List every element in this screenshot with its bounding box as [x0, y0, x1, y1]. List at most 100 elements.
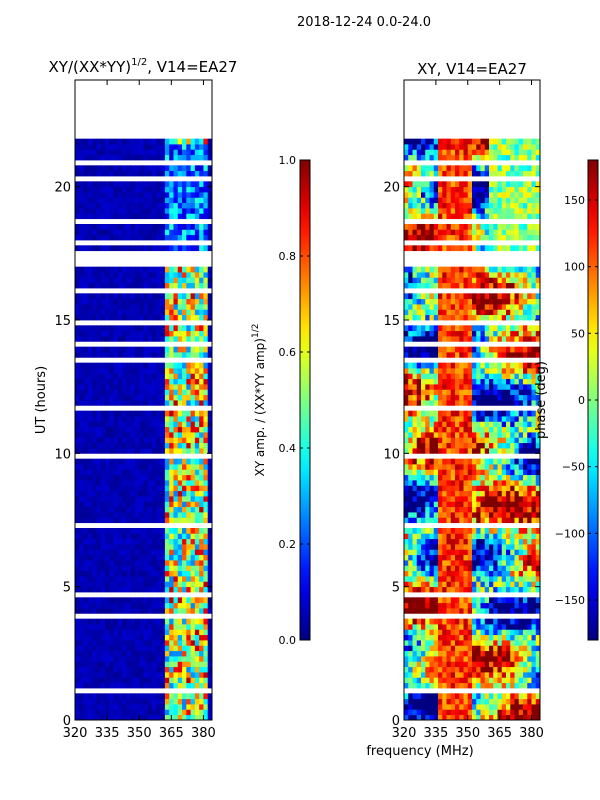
heatmap-cell [147, 693, 153, 700]
heatmap-cell [438, 698, 443, 705]
heatmap-cell [164, 629, 170, 636]
heatmap-cell [463, 362, 469, 369]
colorbar-1-label: XY amp. / (XX*YY amp)1/2 [251, 324, 267, 477]
heatmap-cell [429, 693, 435, 700]
heatmap-cell [173, 714, 179, 720]
heatmap-cell [122, 272, 127, 278]
heatmap-cell [408, 570, 413, 577]
heatmap-cell [501, 565, 507, 572]
heatmap-cell [117, 512, 123, 518]
heatmap-cell [117, 677, 123, 684]
heatmap-cell [527, 629, 532, 636]
heatmap-cell [527, 602, 532, 609]
heatmap-cell [164, 442, 170, 449]
heatmap-cell [122, 448, 127, 454]
heatmap-cell [408, 586, 413, 593]
heatmap-cell [476, 480, 481, 486]
heatmap-cell [87, 448, 93, 454]
heatmap-cell [79, 512, 84, 518]
heatmap-cell [169, 234, 174, 241]
heatmap-cell [194, 544, 200, 550]
heatmap-cell [100, 325, 106, 332]
heatmap-cell [122, 666, 127, 673]
heatmap-cell [113, 554, 119, 561]
heatmap-cell [100, 565, 106, 572]
heatmap-cell [531, 682, 537, 689]
heatmap-cell [472, 629, 477, 636]
heatmap-cell [177, 197, 183, 204]
heatmap-cell [523, 709, 528, 716]
heatmap-cell [493, 480, 498, 486]
heatmap-cell [160, 464, 166, 470]
heatmap-cell [160, 346, 166, 353]
heatmap-cell [535, 624, 540, 630]
heatmap-cell [173, 501, 179, 508]
heatmap-cell [169, 389, 174, 396]
heatmap-cell [207, 560, 212, 566]
heatmap-cell [463, 602, 469, 609]
heatmap-cell [152, 282, 157, 289]
heatmap-cell [199, 373, 204, 380]
heatmap-cell [156, 165, 162, 172]
heatmap-cell [139, 501, 144, 508]
heatmap-cell [143, 469, 149, 476]
heatmap-cell [92, 197, 97, 204]
heatmap-cell [130, 586, 136, 593]
heatmap-cell [143, 645, 149, 652]
heatmap-cell [425, 661, 430, 668]
heatmap-cell [160, 608, 166, 614]
heatmap-cell [523, 517, 528, 524]
heatmap-cell [104, 192, 110, 198]
heatmap-cell [480, 634, 486, 641]
heatmap-cell [147, 581, 153, 588]
heatmap-cell [147, 570, 153, 577]
heatmap-cell [79, 410, 84, 417]
heatmap-cell [425, 554, 430, 561]
heatmap-cell [433, 448, 439, 454]
heatmap-cell [177, 517, 183, 524]
heatmap-cell [506, 352, 511, 358]
heatmap-cell [75, 661, 80, 668]
heatmap-cell [122, 410, 127, 417]
heatmap-cell [472, 469, 477, 476]
heatmap-cell [207, 192, 212, 198]
heatmap-cell [463, 432, 469, 438]
heatmap-cell [207, 576, 212, 582]
heatmap-cell [104, 330, 110, 337]
heatmap-cell [177, 581, 183, 588]
heatmap-cell [134, 245, 140, 252]
heatmap-cell [126, 437, 132, 444]
heatmap-cell [113, 442, 119, 449]
heatmap-cell [535, 512, 540, 518]
heatmap-cell [518, 656, 524, 662]
heatmap-cell [117, 458, 123, 465]
heatmap-cell [450, 410, 456, 417]
heatmap-cell [182, 149, 187, 156]
heatmap-cell [160, 165, 166, 172]
heatmap-cell [408, 544, 413, 550]
heatmap-cell [143, 442, 149, 449]
heatmap-cell [92, 480, 97, 486]
heatmap-cell [147, 298, 153, 305]
heatmap-cell [177, 170, 183, 177]
heatmap-cell [104, 464, 110, 470]
heatmap-cell [408, 640, 413, 646]
heatmap-cell [79, 154, 84, 161]
heatmap-cell [177, 474, 183, 481]
heatmap-cell [75, 570, 80, 577]
heatmap-cell [535, 442, 540, 449]
heatmap-cell [203, 314, 209, 321]
heatmap-cell [182, 677, 187, 684]
heatmap-cell [207, 309, 212, 316]
heatmap-cell [126, 202, 132, 209]
heatmap-cell [510, 661, 515, 668]
heatmap-cell [442, 650, 447, 657]
heatmap-cell [83, 608, 89, 614]
heatmap-cell [113, 629, 119, 636]
heatmap-cell [518, 378, 524, 385]
heatmap-cell [510, 506, 515, 513]
heatmap-cell [459, 704, 464, 710]
heatmap-cell [156, 661, 162, 668]
heatmap-cell [117, 464, 123, 470]
heatmap-cell [92, 181, 97, 188]
